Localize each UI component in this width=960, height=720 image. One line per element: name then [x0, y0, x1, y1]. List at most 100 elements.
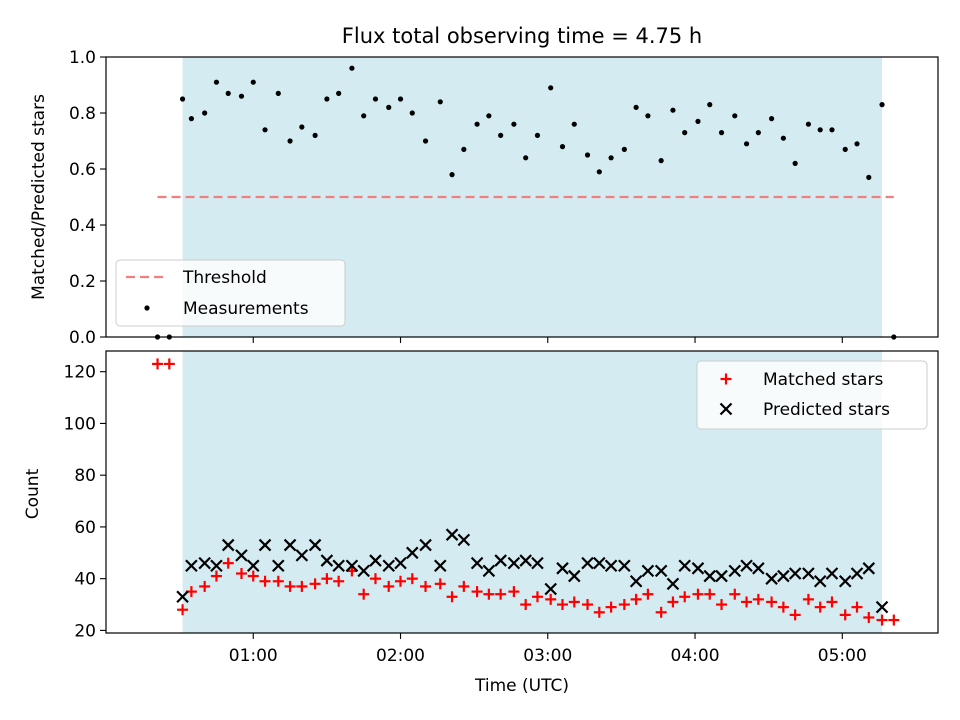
predicted-star-point — [369, 554, 382, 567]
measurement-point — [262, 127, 268, 133]
matched-star-point — [458, 580, 470, 592]
legend-measurements-swatch — [144, 305, 150, 311]
measurement-point — [866, 174, 872, 180]
predicted-star-point — [382, 559, 396, 573]
predicted-star-point — [666, 577, 680, 591]
measurement-point — [658, 158, 664, 164]
legend-threshold-label: Threshold — [182, 268, 267, 288]
ratio-legend-box — [115, 259, 346, 327]
count-panel-frame — [105, 350, 939, 634]
measurement-point — [829, 127, 835, 133]
predicted-star-point — [777, 569, 790, 583]
x-axis-label: Time (UTC) — [474, 676, 569, 696]
predicted-star-point — [544, 582, 557, 596]
predicted-star-point — [765, 572, 778, 585]
matched-star-point — [704, 588, 716, 600]
ratio-panel: Flux total observing time = 4.75 h 0.00.… — [29, 24, 939, 348]
measurement-point — [324, 96, 330, 102]
predicted-star-point — [581, 556, 594, 570]
predicted-star-point — [283, 538, 297, 552]
predicted-star-point — [272, 559, 285, 573]
predicted-star-point — [875, 600, 889, 614]
measurement-point — [608, 155, 614, 161]
predicted-star-point — [246, 559, 260, 573]
matched-star-point — [199, 580, 211, 592]
legend-predicted-label: Predicted stars — [763, 400, 890, 420]
matched-star-point — [210, 570, 222, 582]
matched-star-point — [605, 601, 617, 613]
measurement-point — [670, 107, 676, 113]
count-y-tick-label: 40 — [74, 570, 96, 590]
matched-star-point — [483, 588, 495, 600]
count-y-tick-label: 20 — [74, 621, 96, 641]
measurement-point — [213, 79, 220, 85]
matched-star-point — [222, 557, 234, 569]
matched-star-point — [434, 578, 446, 590]
measurement-point — [486, 113, 492, 119]
count-y-tick-label: 120 — [64, 363, 96, 383]
matched-stars-series — [152, 358, 900, 626]
measurement-point — [386, 104, 392, 110]
measurement-point — [633, 104, 639, 110]
matched-star-point — [531, 591, 543, 603]
measurement-point — [769, 116, 775, 122]
measurement-point — [336, 90, 342, 96]
matched-star-point — [333, 575, 345, 587]
measurements-series — [154, 65, 897, 340]
measurement-point — [534, 132, 541, 138]
ratio-y-tick-label: 1.0 — [69, 48, 96, 68]
predicted-star-point — [556, 562, 569, 575]
ratio-y-tick-label: 0.2 — [69, 272, 96, 292]
predicted-star-point — [618, 559, 631, 573]
predicted-star-point — [728, 564, 742, 578]
matched-star-point — [618, 599, 630, 611]
legend-predicted-marker — [719, 402, 733, 416]
ratio-legend: Threshold Measurements — [115, 259, 346, 327]
ratio-panel-frame — [105, 56, 939, 338]
matched-star-point — [593, 606, 605, 618]
predicted-star-point — [394, 556, 407, 570]
measurement-point — [792, 160, 798, 166]
measurement-point — [571, 121, 577, 127]
predicted-star-point — [332, 559, 345, 573]
matched-star-point — [568, 596, 580, 608]
predicted-star-point — [629, 574, 643, 588]
matched-star-point — [777, 601, 789, 613]
predicted-star-point — [752, 562, 765, 575]
predicted-star-point — [715, 569, 728, 583]
measurement-point — [474, 121, 480, 127]
predicted-star-point — [838, 574, 852, 588]
count-y-tick-label: 100 — [64, 414, 96, 434]
predicted-star-point — [445, 528, 459, 541]
matched-star-point — [851, 601, 863, 613]
predicted-star-point — [802, 567, 815, 580]
ratio-y-tick-label: 0.6 — [69, 160, 96, 180]
measurement-point — [409, 110, 415, 116]
matched-star-point — [789, 609, 801, 621]
predicted-star-point — [519, 554, 532, 567]
matched-star-point — [383, 580, 395, 592]
ratio-y-tick-label: 0.0 — [69, 328, 96, 348]
matched-star-point — [642, 588, 654, 600]
count-x-tick-label: 03:00 — [523, 646, 572, 666]
predicted-star-point — [703, 569, 717, 583]
measurement-point — [250, 79, 256, 85]
ratio-y-tick-label: 0.4 — [69, 216, 96, 236]
count-x-axis: 01:00 02:00 03:00 04:00 05:00 — [229, 633, 867, 666]
matched-star-point — [495, 588, 507, 600]
predicted-star-point — [320, 554, 334, 567]
predicted-star-point — [654, 564, 668, 578]
matched-star-point — [630, 593, 642, 605]
predicted-star-point — [345, 559, 359, 573]
measurement-point — [817, 127, 823, 133]
measurement-point — [523, 155, 529, 161]
legend-matched-label: Matched stars — [763, 370, 883, 390]
count-legend-box — [696, 360, 928, 430]
measurement-point — [188, 116, 195, 122]
matched-star-point — [358, 588, 370, 600]
predicted-star-point — [788, 567, 802, 580]
measurement-point — [312, 132, 318, 138]
predicted-star-point — [825, 567, 839, 580]
matched-star-point — [814, 601, 826, 613]
